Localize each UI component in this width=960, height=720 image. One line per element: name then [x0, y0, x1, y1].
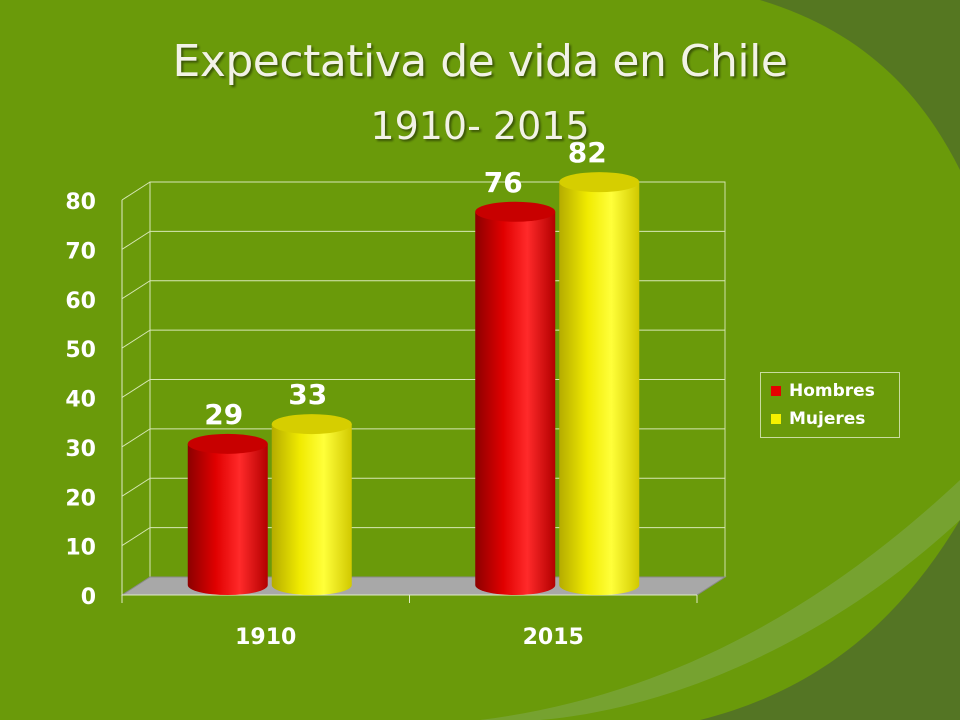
y-tick-label: 80	[65, 190, 96, 215]
bar-hombres-2015-top	[475, 201, 556, 222]
data-label-mujeres-1910: 33	[288, 378, 327, 411]
legend-item-hombres: Hombres	[771, 377, 899, 405]
bar-mujeres-2015-top	[559, 172, 640, 193]
gridline-depth	[121, 527, 151, 547]
data-label-hombres-1910: 29	[204, 398, 243, 431]
y-tick-label: 30	[65, 437, 96, 462]
bar-hombres-1910	[187, 443, 268, 595]
data-label-hombres-2015: 76	[484, 166, 523, 199]
legend-label-mujeres: Mujeres	[789, 409, 866, 429]
gridline-depth	[121, 181, 151, 201]
chart-legend: Hombres Mujeres	[760, 372, 900, 438]
background-decoration	[480, 0, 960, 720]
x-category-label-2015: 2015	[523, 625, 584, 650]
legend-swatch-mujeres	[771, 414, 781, 424]
y-tick-label: 60	[65, 289, 96, 314]
x-category-label-1910: 1910	[235, 625, 296, 650]
plot-area: 0 10 20 30 40 50 60 70 80 1910 2015 29 33 76 82	[65, 136, 727, 650]
gridline-depth	[121, 477, 151, 497]
chart-subtitle: 1910- 2015	[370, 104, 590, 148]
gridline-depth	[121, 428, 151, 448]
legend-item-mujeres: Mujeres	[771, 405, 899, 433]
y-tick-label: 20	[65, 486, 96, 511]
gridline-depth	[121, 329, 151, 349]
bar-hombres-2015	[475, 211, 556, 595]
y-tick-label: 40	[65, 388, 96, 413]
y-tick-label: 70	[65, 239, 96, 264]
legend-label-hombres: Hombres	[789, 381, 875, 401]
bar-hombres-1910-top	[187, 433, 268, 454]
legend-swatch-hombres	[771, 386, 781, 396]
bar-mujeres-1910	[271, 424, 352, 595]
y-tick-label: 10	[65, 536, 96, 561]
gridline-depth	[121, 379, 151, 398]
gridline-depth	[121, 230, 151, 250]
chart-title: Expectativa de vida en Chile	[172, 36, 788, 87]
y-tick-label: 0	[81, 585, 96, 610]
y-tick-label: 50	[65, 338, 96, 363]
data-label-mujeres-2015: 82	[568, 136, 607, 169]
bar-mujeres-2015	[559, 182, 640, 595]
gridline-depth	[121, 280, 151, 300]
bar-mujeres-1910-top	[271, 414, 352, 435]
